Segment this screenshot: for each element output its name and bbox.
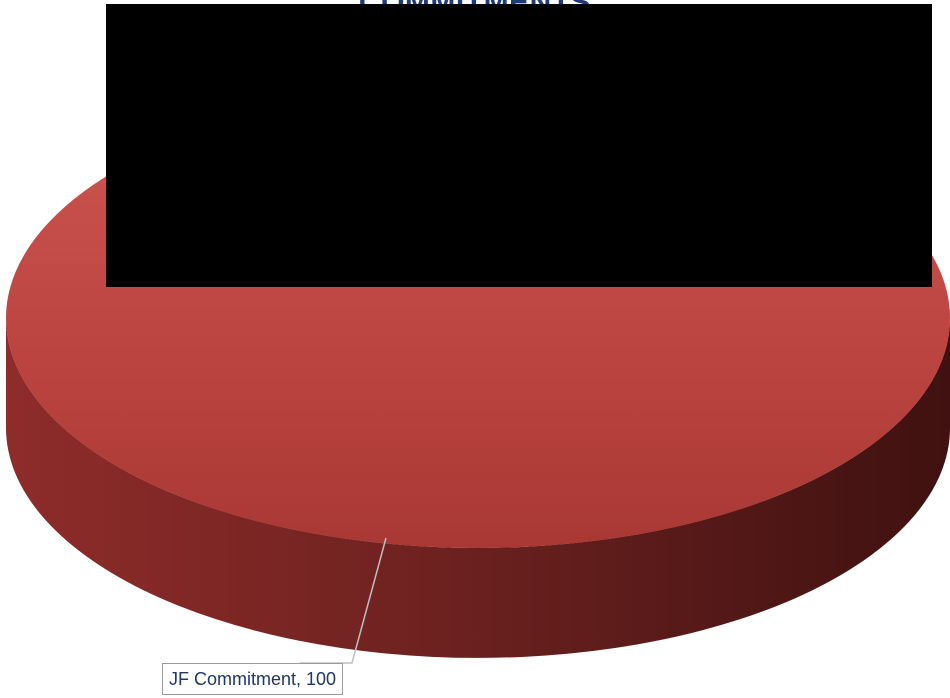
slice-data-label: JF Commitment, 100 xyxy=(162,663,344,695)
redaction-block xyxy=(106,4,932,287)
pie-slice-side xyxy=(6,318,950,658)
